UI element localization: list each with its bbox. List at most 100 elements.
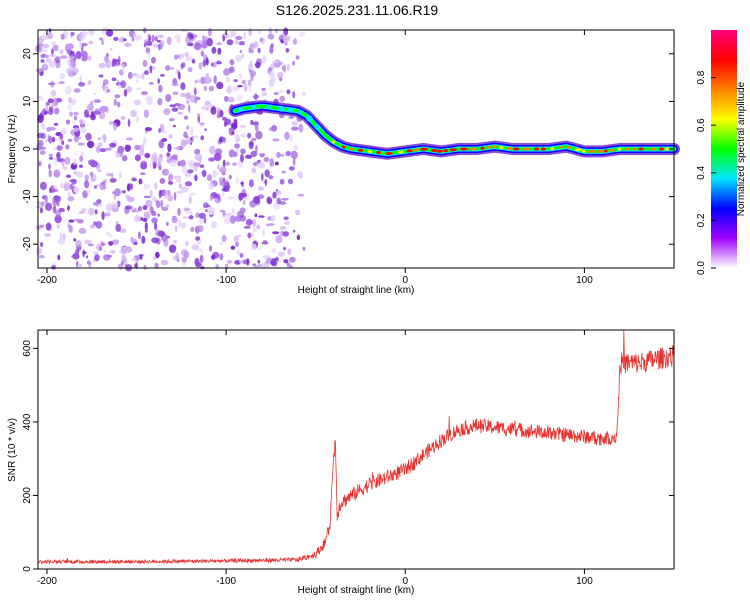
noise-speckle (150, 155, 158, 163)
noise-speckle (261, 87, 266, 91)
noise-speckle (130, 109, 138, 117)
noise-speckle (284, 220, 291, 225)
noise-speckle (224, 95, 229, 102)
noise-speckle (172, 154, 178, 161)
noise-speckle (199, 164, 205, 169)
noise-speckle (194, 148, 201, 155)
noise-speckle (77, 142, 85, 146)
trace-peak (540, 147, 547, 151)
noise-speckle (245, 218, 253, 226)
noise-speckle (222, 35, 225, 42)
noise-speckle (56, 225, 60, 229)
noise-speckle (185, 51, 189, 58)
noise-speckle (257, 47, 261, 54)
noise-speckle (98, 74, 104, 78)
noise-speckle (223, 217, 231, 225)
noise-speckle (94, 209, 98, 215)
noise-speckle (136, 74, 143, 80)
noise-speckle (115, 220, 119, 224)
trace-peak (342, 145, 346, 149)
noise-speckle (167, 194, 174, 202)
colorbar-tick-label: 0.2 (696, 213, 707, 227)
noise-speckle (268, 166, 272, 170)
noise-speckle (212, 170, 217, 178)
noise-speckle (211, 220, 217, 229)
noise-speckle (243, 83, 248, 92)
noise-speckle (193, 162, 201, 167)
noise-speckle (56, 151, 61, 160)
noise-speckle (225, 263, 229, 270)
noise-speckle (225, 212, 232, 217)
noise-speckle (187, 159, 195, 166)
noise-speckle (84, 180, 90, 189)
noise-speckle (188, 215, 194, 220)
trace-peak (358, 148, 364, 152)
colorbar-tick-label: 0.0 (696, 261, 707, 275)
noise-speckle (49, 54, 56, 57)
noise-speckle (234, 143, 240, 149)
noise-speckle (36, 132, 44, 139)
noise-speckle (49, 187, 52, 193)
noise-speckle (115, 153, 120, 159)
noise-speckle (101, 242, 106, 246)
noise-speckle (132, 33, 136, 37)
noise-speckle (295, 55, 300, 60)
trace-peak (625, 147, 630, 151)
noise-speckle (252, 121, 259, 126)
noise-speckle (241, 53, 244, 59)
noise-speckle (104, 55, 109, 63)
noise-speckle (227, 34, 235, 38)
noise-speckle (232, 207, 235, 215)
noise-speckle (88, 29, 95, 36)
noise-speckle (268, 27, 273, 35)
noise-speckle (111, 77, 117, 82)
noise-speckle (199, 48, 206, 51)
noise-speckle (57, 254, 61, 261)
noise-speckle (254, 124, 259, 132)
noise-speckle (202, 59, 207, 67)
noise-speckle (275, 189, 279, 192)
noise-speckle (79, 164, 83, 168)
y-tick-label: 0 (22, 566, 33, 572)
noise-speckle (183, 206, 191, 215)
noise-speckle (67, 192, 71, 198)
noise-speckle (78, 82, 86, 87)
noise-speckle (298, 123, 304, 133)
noise-speckle (97, 137, 102, 140)
x-tick-label: -200 (37, 576, 57, 587)
noise-speckle (48, 135, 53, 144)
noise-speckle (257, 186, 265, 191)
noise-speckle (275, 28, 278, 33)
noise-speckle (81, 207, 87, 213)
noise-speckle (133, 242, 138, 245)
noise-speckle (55, 210, 62, 217)
noise-speckle (273, 92, 280, 95)
noise-speckle (88, 40, 94, 45)
noise-speckle (148, 82, 154, 85)
noise-speckle (289, 134, 293, 142)
noise-speckle (143, 211, 151, 219)
noise-speckle (217, 47, 222, 55)
noise-speckle (64, 85, 72, 95)
noise-speckle (276, 197, 282, 204)
noise-speckle (254, 61, 261, 69)
noise-speckle (133, 99, 141, 106)
noise-speckle (87, 243, 95, 247)
noise-speckle (254, 213, 258, 217)
noise-speckle (53, 169, 61, 178)
noise-speckle (272, 231, 280, 235)
noise-speckle (254, 93, 258, 101)
noise-speckle (217, 164, 220, 170)
noise-speckle (60, 33, 65, 40)
noise-speckle (238, 41, 246, 46)
noise-speckle (200, 76, 206, 85)
noise-speckle (59, 232, 63, 240)
noise-speckle (80, 152, 85, 156)
noise-speckle (79, 41, 82, 49)
noise-speckle (271, 247, 277, 254)
noise-speckle (202, 169, 207, 178)
noise-speckle (99, 184, 107, 191)
noise-speckle (195, 212, 200, 218)
noise-speckle (212, 251, 220, 259)
noise-speckle (247, 132, 252, 139)
